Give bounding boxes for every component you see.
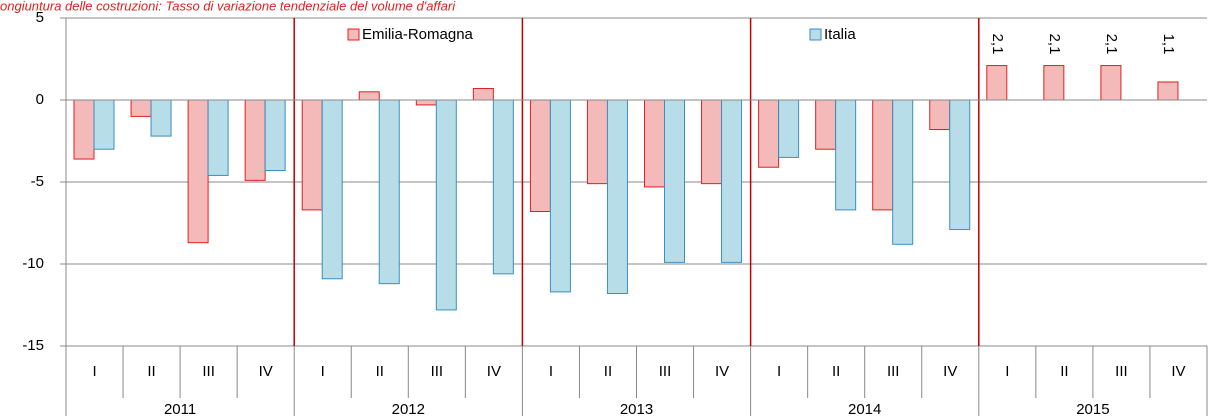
bar: [606, 99, 628, 295]
x-tick-label: I: [321, 363, 325, 380]
x-tick-label: III: [431, 363, 444, 380]
bar: [815, 99, 837, 150]
bar: [73, 99, 95, 160]
bar: [778, 99, 800, 158]
y-tick-label: 5: [36, 9, 44, 26]
bar: [721, 99, 743, 263]
bar: [264, 99, 286, 172]
bar: [986, 65, 1008, 101]
year-label: 2014: [848, 401, 881, 416]
year-label: 2012: [392, 401, 425, 416]
x-tick-label: IV: [715, 363, 729, 380]
x-tick-label: III: [202, 363, 215, 380]
bar: [492, 99, 514, 275]
bar: [472, 88, 494, 101]
bar: [701, 99, 723, 185]
bar: [93, 99, 115, 150]
x-tick-label: IV: [487, 363, 501, 380]
bar: [301, 99, 323, 211]
bar: [415, 99, 437, 106]
bar: [321, 99, 343, 280]
bar: [586, 99, 608, 185]
x-tick-label: II: [376, 363, 384, 380]
bar: [378, 99, 400, 285]
bar: [435, 99, 457, 311]
bar: [1100, 65, 1122, 101]
x-tick-label: II: [1060, 363, 1068, 380]
bar: [835, 99, 857, 211]
x-tick-label: I: [777, 363, 781, 380]
x-tick-label: II: [604, 363, 612, 380]
bar: [529, 99, 551, 213]
chart-title: ongiuntura delle costruzioni: Tasso di v…: [0, 0, 456, 13]
x-tick-label: II: [147, 363, 155, 380]
x-tick-label: III: [887, 363, 900, 380]
year-label: 2015: [1076, 401, 1109, 416]
value-label: 1,1: [1160, 34, 1177, 55]
bar: [358, 91, 380, 101]
bar: [872, 99, 894, 211]
x-tick-label: I: [92, 363, 96, 380]
bar: [929, 99, 951, 131]
bar: [150, 99, 172, 137]
bar: [664, 99, 685, 263]
value-label: 2,1: [1046, 34, 1063, 55]
bar: [130, 99, 152, 117]
bar: [207, 99, 229, 176]
bar: [892, 99, 914, 245]
x-tick-label: IV: [943, 363, 957, 380]
y-tick-label: -15: [22, 337, 44, 354]
bar: [187, 99, 209, 244]
x-tick-label: IV: [1171, 363, 1185, 380]
legend-label: Emilia-Romagna: [362, 26, 474, 43]
legend-label: Italia: [824, 26, 856, 43]
y-tick-label: -5: [31, 173, 44, 190]
x-tick-label: III: [659, 363, 672, 380]
year-label: 2013: [620, 401, 653, 416]
bar: [1043, 65, 1065, 101]
x-tick-label: II: [832, 363, 840, 380]
x-tick-label: I: [1005, 363, 1009, 380]
year-label: 2011: [164, 401, 196, 416]
value-label: 2,1: [1103, 34, 1120, 55]
legend-swatch: [809, 28, 822, 41]
bar: [758, 99, 780, 168]
bar: [949, 99, 971, 231]
y-tick-label: 0: [36, 91, 44, 108]
x-tick-label: IV: [259, 363, 273, 380]
value-label: 2,1: [989, 34, 1006, 55]
bar: [1157, 81, 1179, 101]
legend-swatch: [347, 28, 360, 41]
x-tick-label: I: [549, 363, 553, 380]
y-tick-label: -10: [22, 255, 44, 272]
bar: [244, 99, 266, 181]
x-tick-label: III: [1115, 363, 1128, 380]
bar: [549, 99, 571, 293]
bar: [644, 99, 665, 188]
